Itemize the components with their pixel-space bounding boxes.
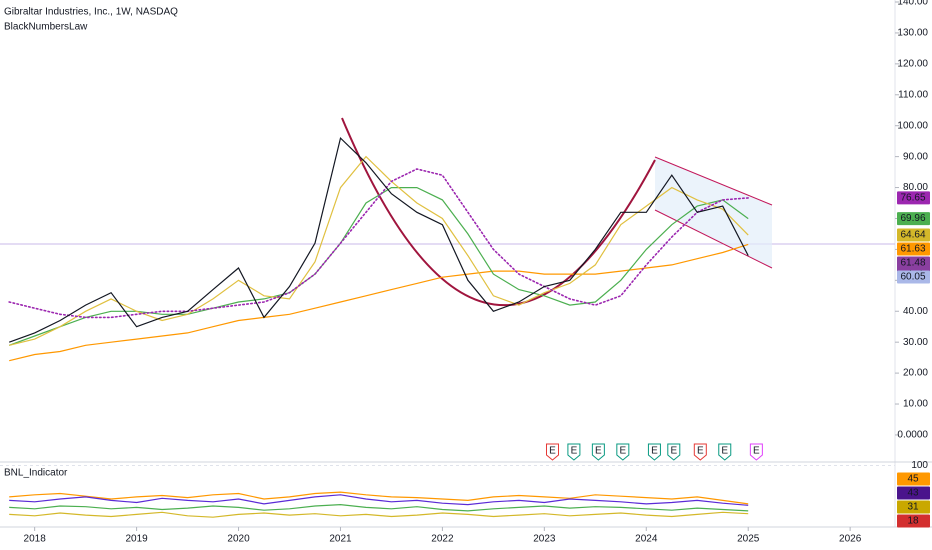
y-tick-label: 40.00: [903, 306, 928, 317]
x-tick-label: 2020: [227, 534, 250, 545]
price-line: [8, 187, 749, 346]
earnings-marker: [545, 443, 559, 461]
price-badge: [897, 191, 930, 205]
price-badge-label: 45: [907, 474, 919, 485]
y-tick-label: 120.00: [897, 58, 928, 69]
earnings-marker: [591, 443, 605, 461]
price-badge-label: 18: [907, 516, 919, 527]
y-tick-label: 80.00: [903, 182, 928, 193]
price-badge: [897, 228, 930, 242]
price-line: [9, 243, 749, 362]
price-line: [9, 155, 749, 346]
x-tick-label: 2021: [329, 534, 352, 545]
indicator-line: [9, 491, 749, 505]
channel-bottom: [654, 209, 773, 269]
price-badge-label: 64.64: [900, 230, 925, 241]
price-badge-label: 61.63: [900, 244, 925, 255]
channel-top: [654, 156, 773, 206]
indicator-title: BNL_Indicator: [4, 468, 68, 479]
earnings-marker: [667, 443, 681, 461]
y-tick-label: 10.00: [903, 399, 928, 410]
earnings-label: E: [753, 446, 760, 457]
price-line: [8, 168, 749, 319]
x-tick-label: 2026: [839, 534, 862, 545]
y-tick-label: 130.00: [897, 28, 928, 39]
earnings-label: E: [595, 446, 602, 457]
indicator-line: [9, 511, 749, 518]
chart-subtitle: BlackNumbersLaw: [4, 22, 88, 33]
earnings-label: E: [619, 446, 626, 457]
price-badge: [897, 486, 930, 500]
x-tick-label: 2022: [431, 534, 454, 545]
earnings-marker: [567, 443, 581, 461]
earnings-label: E: [697, 446, 704, 457]
price-badge: [897, 212, 930, 226]
y-tick-label: 90.00: [903, 151, 928, 162]
price-line: [8, 136, 749, 343]
earnings-label: E: [651, 446, 658, 457]
price-badge: [897, 242, 930, 256]
y-tick-label: 100.00: [897, 120, 928, 131]
cup-pattern: [341, 117, 656, 307]
x-tick-label: 2019: [125, 534, 148, 545]
indicator-line: [9, 503, 749, 512]
indicator-line: [9, 494, 749, 506]
x-tick-label: 2023: [533, 534, 556, 545]
channel-fill: [655, 157, 772, 268]
y-tick-label: 20.00: [903, 368, 928, 379]
y-tick-label: 30.00: [903, 337, 928, 348]
y-tick-label: 0.0000: [897, 430, 928, 441]
price-badge-label: 60.05: [900, 272, 925, 283]
earnings-label: E: [670, 446, 677, 457]
price-badge-label: 76.65: [900, 193, 925, 204]
y-tick-label: 140.00: [897, 0, 928, 8]
earnings-label: E: [721, 446, 728, 457]
earnings-marker: [647, 443, 661, 461]
earnings-marker: [718, 443, 732, 461]
price-badge-label: 43: [907, 488, 919, 499]
earnings-label: E: [571, 446, 578, 457]
price-badge: [897, 500, 930, 514]
x-tick-label: 2024: [635, 534, 658, 545]
earnings-marker: [616, 443, 630, 461]
price-badge: [897, 270, 930, 284]
indicator-tick-label: 100: [911, 460, 928, 471]
x-tick-label: 2025: [737, 534, 760, 545]
chart-title: Gibraltar Industries, Inc., 1W, NASDAQ: [4, 7, 178, 18]
price-badge-label: 69.96: [900, 213, 925, 224]
x-tick-label: 2018: [24, 534, 47, 545]
price-badge-label: 61.48: [900, 258, 925, 269]
price-badge: [897, 514, 930, 528]
y-tick-label: 110.00: [898, 89, 928, 100]
price-badge: [897, 472, 930, 486]
earnings-label: E: [549, 446, 556, 457]
earnings-marker: [693, 443, 707, 461]
earnings-marker: [749, 443, 763, 461]
price-badge-label: 31: [907, 502, 919, 513]
